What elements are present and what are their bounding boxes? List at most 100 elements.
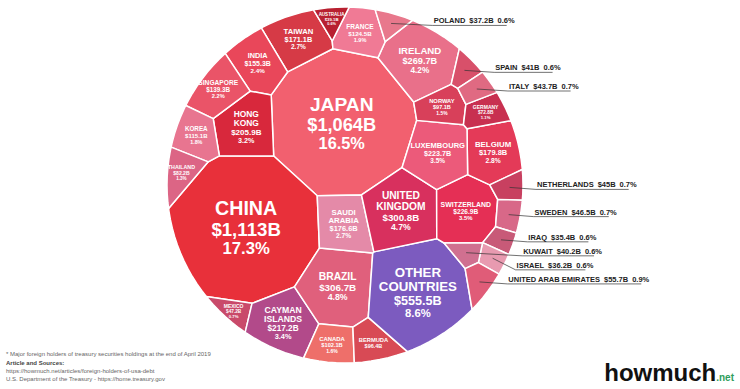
label-line: KINGDOM	[376, 201, 425, 212]
cell-label: NORWAY$97.1B1.5%	[429, 98, 455, 115]
leader-line	[391, 23, 433, 25]
footnote: * Major foreign holders of treasury secu…	[6, 351, 211, 382]
label-line: $124.5B	[348, 30, 372, 37]
label-percent: 0.7%	[600, 208, 617, 217]
label-line: KOREA	[185, 125, 208, 132]
label-name: ISRAEL	[517, 261, 545, 270]
label-line: KONG	[234, 118, 260, 128]
label-line: 0.7%	[229, 314, 239, 319]
label-line: 16.5%	[319, 134, 366, 152]
cell	[314, 7, 350, 41]
label-name: ITALY	[509, 82, 529, 91]
cell-label: BERMUDA$96.4B	[359, 337, 389, 349]
label-line: SWITZERLAND	[441, 201, 491, 208]
label-line: 17.3%	[222, 239, 269, 258]
cell	[458, 72, 497, 104]
labels: JAPAN$1,064B16.5%CHINA$1,113B17.3%TAIWAN…	[168, 12, 650, 354]
outside-label: SWEDEN$46.5B 0.7%	[535, 208, 618, 217]
label-line: UNITED	[382, 190, 420, 201]
label-line: 3.5%	[430, 157, 445, 164]
leader-line	[493, 258, 516, 270]
cell	[304, 324, 355, 363]
label-line: IRELAND	[398, 45, 441, 56]
label-line: $300.8B	[383, 212, 420, 223]
cell-label: OTHERCOUNTRIES$555.5B8.6%	[379, 265, 457, 320]
label-value: $46.5B	[571, 208, 596, 217]
cell-label: SINGAPORE$139.3B2.2%	[198, 79, 238, 99]
cell	[375, 10, 412, 42]
label-percent: 0.6%	[579, 233, 596, 242]
label-name: UNITED ARAB EMIRATES	[508, 275, 600, 284]
cell-label: CAYMANISLANDS$217.2B3.4%	[264, 305, 302, 342]
label-line: GERMANY	[473, 104, 499, 110]
cell-label: SWITZERLAND$226.9B3.5%	[441, 201, 491, 222]
cell-label: GERMANY$72.8B1.1%	[473, 104, 499, 120]
label-line: 1.6%	[326, 348, 338, 354]
outside-label: ITALY$43.7B0.7%	[509, 82, 579, 91]
label-percent: 0.6%	[576, 261, 593, 270]
label-underline	[507, 283, 641, 284]
label-underline	[494, 72, 552, 73]
logo: howmuch.net	[604, 359, 734, 386]
label-line: MEXICO	[224, 303, 244, 309]
label-line: $555.5B	[394, 294, 442, 308]
label-percent: 0.6%	[585, 247, 602, 256]
cell-label: HONGKONG$205.9B3.2%	[231, 109, 262, 145]
logo-main: howmuch	[604, 359, 716, 386]
cell	[490, 170, 523, 201]
label-line: 4.7%	[391, 222, 411, 232]
label-value: $35.4B	[551, 233, 576, 242]
outside-label: NETHERLANDS$45B0.7%	[537, 180, 637, 189]
cell-label: INDIA$155.3B2.4%	[244, 51, 270, 73]
label-line: OTHER	[395, 265, 442, 280]
label-value: $55.7B	[604, 275, 629, 284]
label-name: SWEDEN	[535, 208, 568, 217]
leader-line	[477, 89, 508, 91]
cell-label: CHINA$1,113B17.3%	[211, 197, 280, 258]
label-percent: 0.7%	[620, 180, 637, 189]
label-line: 1.3%	[176, 176, 186, 181]
outside-label: ISRAEL$36.2B0.6%	[517, 261, 594, 270]
cell	[402, 120, 468, 189]
label-line: 1.9%	[354, 37, 367, 43]
label-line: 1.5%	[436, 111, 448, 116]
label-percent: 0.7%	[562, 82, 579, 91]
cell-label: FRANCE$124.5B1.9%	[346, 23, 374, 43]
label-line: 0.6%	[327, 22, 336, 26]
source: U.S. Department of the Treasury - https:…	[6, 376, 165, 382]
footnote-text: * Major foreign holders of treasury secu…	[6, 351, 211, 357]
leader-line	[501, 240, 527, 242]
leader-line	[479, 282, 507, 284]
label-line: 2.8%	[485, 157, 500, 164]
cell	[294, 248, 372, 327]
label-underline	[433, 25, 507, 26]
label-line: 3.5%	[459, 215, 473, 221]
label-line: $96.4B	[365, 343, 383, 349]
logo-suffix: .net	[716, 372, 734, 383]
cell-label: UNITEDKINGDOM$300.8B4.7%	[376, 190, 425, 232]
label-line: 3.2%	[238, 137, 255, 145]
label-name: SPAIN	[495, 63, 517, 72]
label-line: $1,113B	[211, 219, 280, 240]
label-name: IRAQ	[528, 233, 547, 242]
label-value: $41B	[522, 63, 541, 72]
label-underline	[516, 269, 586, 270]
cell-label: BELGIUM$179.8B2.8%	[475, 140, 512, 164]
label-line: JAPAN	[310, 94, 374, 115]
label-line: 2.4%	[251, 67, 266, 74]
cell	[465, 263, 499, 310]
label-line: $1,064B	[307, 114, 376, 135]
cell-label: KOREA$115.1B1.8%	[185, 125, 208, 144]
label-line: $97.1B	[433, 104, 451, 110]
outside-label: POLAND$37.2B0.6%	[434, 16, 515, 25]
label-percent: 0.6%	[543, 63, 560, 72]
label-name: KUWAIT	[523, 247, 553, 256]
label-line: 3.4%	[275, 332, 292, 341]
sources-title: Article and Sources:	[6, 360, 64, 366]
leader-line	[464, 70, 494, 72]
cell-label: SAUDIARABIA$176.6B2.7%	[328, 208, 359, 240]
label-line: 4.2%	[410, 66, 429, 75]
label-line: 2.2%	[212, 93, 225, 99]
label-line: 2.7%	[291, 43, 306, 50]
leaders	[391, 23, 641, 283]
